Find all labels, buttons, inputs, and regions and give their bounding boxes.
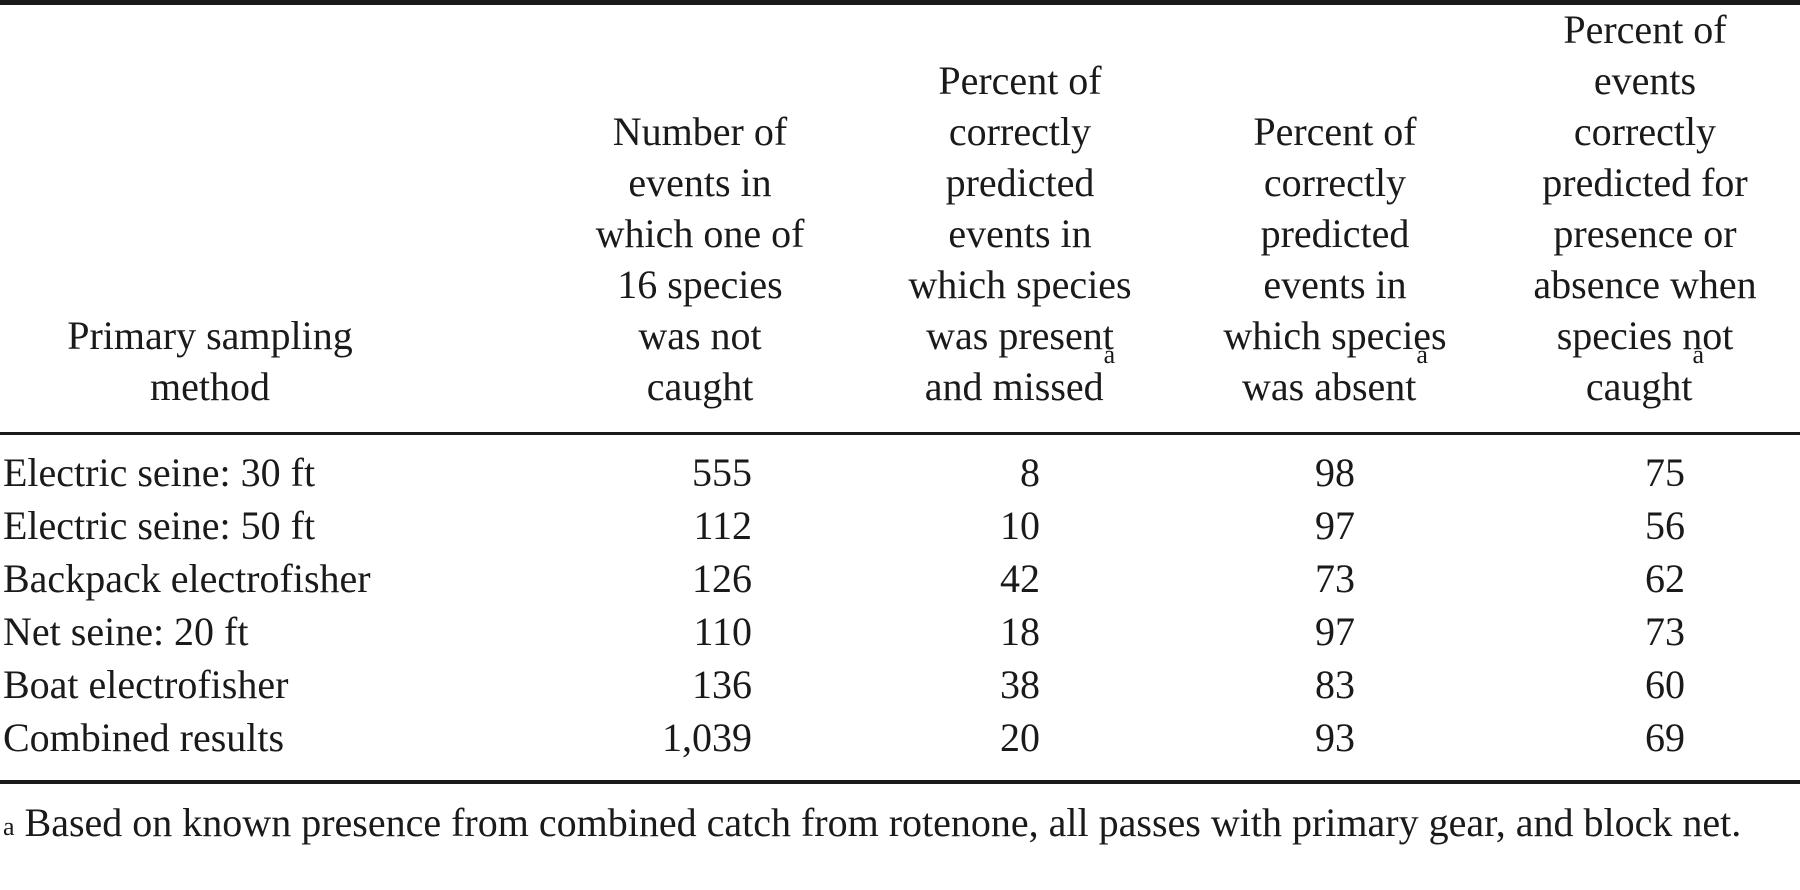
column-header-present-missed: Percent of correctly predicted events in… <box>870 55 1170 412</box>
bottom-rule <box>0 780 1800 784</box>
events-cell: 126 <box>692 556 752 601</box>
events-cell: 1,039 <box>662 715 752 760</box>
footnote-marker: a <box>1692 340 1705 369</box>
absent-cell: 83 <box>1315 662 1355 707</box>
column-header-text: Number of events in which one of 16 spec… <box>595 109 805 409</box>
table-row: Electric seine: 30 ft 555 8 98 75 <box>0 446 1800 499</box>
method-cell: Net seine: 20 ft <box>3 609 249 654</box>
footnote-marker: a <box>3 812 15 841</box>
absent-cell: 98 <box>1315 450 1355 495</box>
method-cell: Electric seine: 50 ft <box>3 503 316 548</box>
absent-cell: 73 <box>1315 556 1355 601</box>
table-row: Net seine: 20 ft 110 18 97 73 <box>0 605 1800 658</box>
column-header-text: Percent of correctly predicted events in… <box>1223 109 1447 409</box>
footnote-text: Based on known presence from combined ca… <box>24 800 1742 845</box>
events-cell: 110 <box>693 609 752 654</box>
not-caught-cell: 56 <box>1645 503 1685 548</box>
method-cell: Backpack electrofisher <box>3 556 371 601</box>
table-row: Combined results 1,039 20 93 69 <box>0 711 1800 764</box>
table-row: Boat electrofisher 136 38 83 60 <box>0 658 1800 711</box>
present-missed-cell: 38 <box>1000 662 1040 707</box>
not-caught-cell: 75 <box>1645 450 1685 495</box>
table-row: Backpack electrofisher 126 42 73 62 <box>0 552 1800 605</box>
absent-cell: 97 <box>1315 609 1355 654</box>
present-missed-cell: 8 <box>1020 450 1040 495</box>
present-missed-cell: 42 <box>1000 556 1040 601</box>
absent-cell: 97 <box>1315 503 1355 548</box>
column-header-text: Percent of events correctly predicted fo… <box>1533 7 1757 409</box>
column-header-not-caught: Percent of events correctly predicted fo… <box>1490 4 1800 412</box>
method-cell: Boat electrofisher <box>3 662 289 707</box>
table-row: Electric seine: 50 ft 112 10 97 56 <box>0 499 1800 552</box>
method-cell: Combined results <box>3 715 285 760</box>
events-cell: 112 <box>693 503 752 548</box>
present-missed-cell: 10 <box>1000 503 1040 548</box>
column-header-text: Percent of correctly predicted events in… <box>908 58 1132 409</box>
method-cell: Electric seine: 30 ft <box>3 450 316 495</box>
present-missed-cell: 20 <box>1000 715 1040 760</box>
footnote-marker: a <box>1103 340 1116 369</box>
column-header-events: Number of events in which one of 16 spec… <box>560 106 840 412</box>
column-header-absent: Percent of correctly predicted events in… <box>1195 106 1475 412</box>
present-missed-cell: 18 <box>1000 609 1040 654</box>
events-cell: 555 <box>692 450 752 495</box>
header-rule <box>0 432 1800 435</box>
not-caught-cell: 69 <box>1645 715 1685 760</box>
table-body: Electric seine: 30 ft 555 8 98 75 Electr… <box>0 446 1800 764</box>
column-header-text: Primary sampling method <box>67 313 353 409</box>
top-rule <box>0 0 1800 5</box>
events-cell: 136 <box>692 662 752 707</box>
not-caught-cell: 62 <box>1645 556 1685 601</box>
column-header-method: Primary sampling method <box>0 310 420 412</box>
table-footnote: a Based on known presence from combined c… <box>3 797 1793 849</box>
not-caught-cell: 60 <box>1645 662 1685 707</box>
absent-cell: 93 <box>1315 715 1355 760</box>
footnote-marker: a <box>1416 340 1428 369</box>
not-caught-cell: 73 <box>1645 609 1685 654</box>
